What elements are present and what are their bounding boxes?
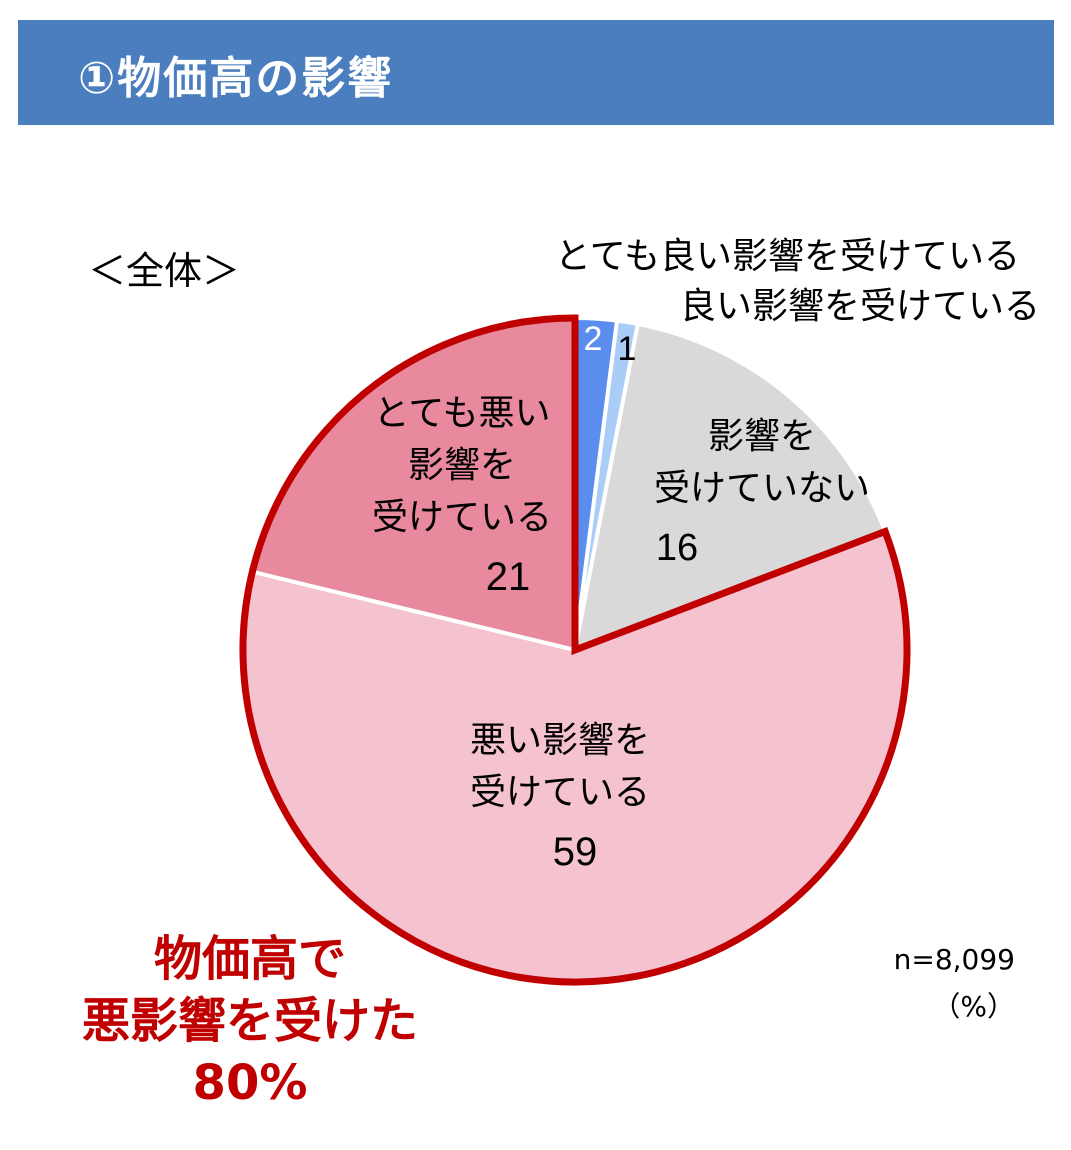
title-banner: ①物価高の影響 [18, 20, 1054, 125]
slice-label-very-bad-3: 受けている [372, 497, 552, 538]
highlight-outline [239, 314, 911, 986]
slice-value-bad: 59 [553, 830, 598, 874]
pie-slices [241, 316, 910, 984]
slice-label-good: 良い影響を受けている [680, 286, 1040, 327]
slice-value-very-bad: 21 [486, 555, 531, 599]
slice-value-good: 1 [618, 330, 637, 368]
slice-label-very-good: とても良い影響を受けている [555, 236, 1020, 277]
highlight-border [239, 314, 911, 986]
slice-value-none: 16 [656, 527, 698, 569]
callout-text: 物価高で 悪影響を受けた 80% [40, 928, 460, 1114]
sample-size-note: n=8,099 [893, 943, 1015, 976]
slice-value-very-good: 2 [584, 320, 603, 358]
chart-title: ①物価高の影響 [78, 53, 394, 104]
callout-line-2: 悪影響を受けた [81, 993, 418, 1049]
callout-line-1: 物価高で [153, 931, 346, 987]
slice-label-none-1: 影響を [708, 416, 816, 457]
slice-label-bad-2: 受けている [470, 772, 650, 813]
slice-label-none-2: 受けていない [654, 468, 870, 509]
pie-slice-none [573, 322, 888, 652]
slice-label-very-bad-1: とても悪い [373, 393, 550, 434]
slice-label-very-bad-2: 影響を [408, 445, 516, 486]
chart-subtitle: ＜全体＞ [88, 249, 241, 293]
callout-line-3: 80% [192, 1055, 308, 1111]
unit-note: （%） [932, 990, 1015, 1023]
slice-label-bad-1: 悪い影響を [470, 720, 650, 761]
